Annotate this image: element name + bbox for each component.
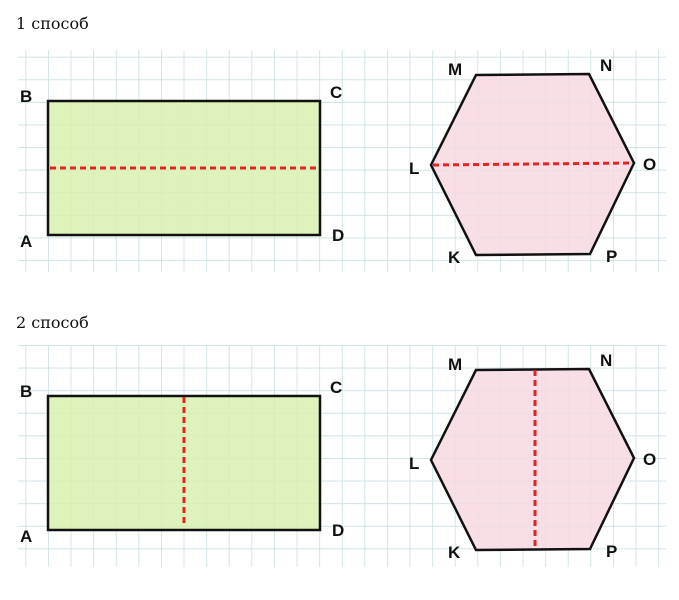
vertex-label-C: C (330, 83, 342, 102)
vertex-label-N: N (600, 56, 612, 75)
section-2-title: 2 способ (16, 313, 89, 332)
panel-2: B C A D M N L O K P (18, 345, 666, 567)
vertex-label-N: N (600, 351, 612, 370)
vertex-label-B: B (20, 87, 32, 106)
vertex-label-M: M (448, 60, 462, 79)
vertex-label-B: B (20, 382, 32, 401)
vertex-label-D: D (332, 226, 344, 245)
vertex-label-O: O (643, 155, 656, 174)
vertex-label-P: P (606, 542, 617, 561)
vertex-label-M: M (448, 355, 462, 374)
vertex-label-K: K (448, 248, 461, 267)
hex-cut-line (432, 161, 633, 167)
vertex-label-C: C (330, 378, 342, 397)
hexagon-mnopkl (429, 367, 636, 552)
vertex-label-D: D (332, 521, 344, 540)
panel-1: B C A D M N L O K P (18, 50, 666, 272)
vertex-label-L: L (409, 159, 419, 178)
hexagon-mnopkl (429, 72, 636, 257)
vertex-label-K: K (448, 543, 461, 562)
vertex-label-O: O (643, 450, 656, 469)
vertex-label-A: A (20, 527, 32, 546)
vertex-label-A: A (20, 232, 32, 251)
section-1-title: 1 способ (16, 14, 89, 33)
vertex-label-P: P (606, 247, 617, 266)
vertex-label-L: L (409, 454, 419, 473)
